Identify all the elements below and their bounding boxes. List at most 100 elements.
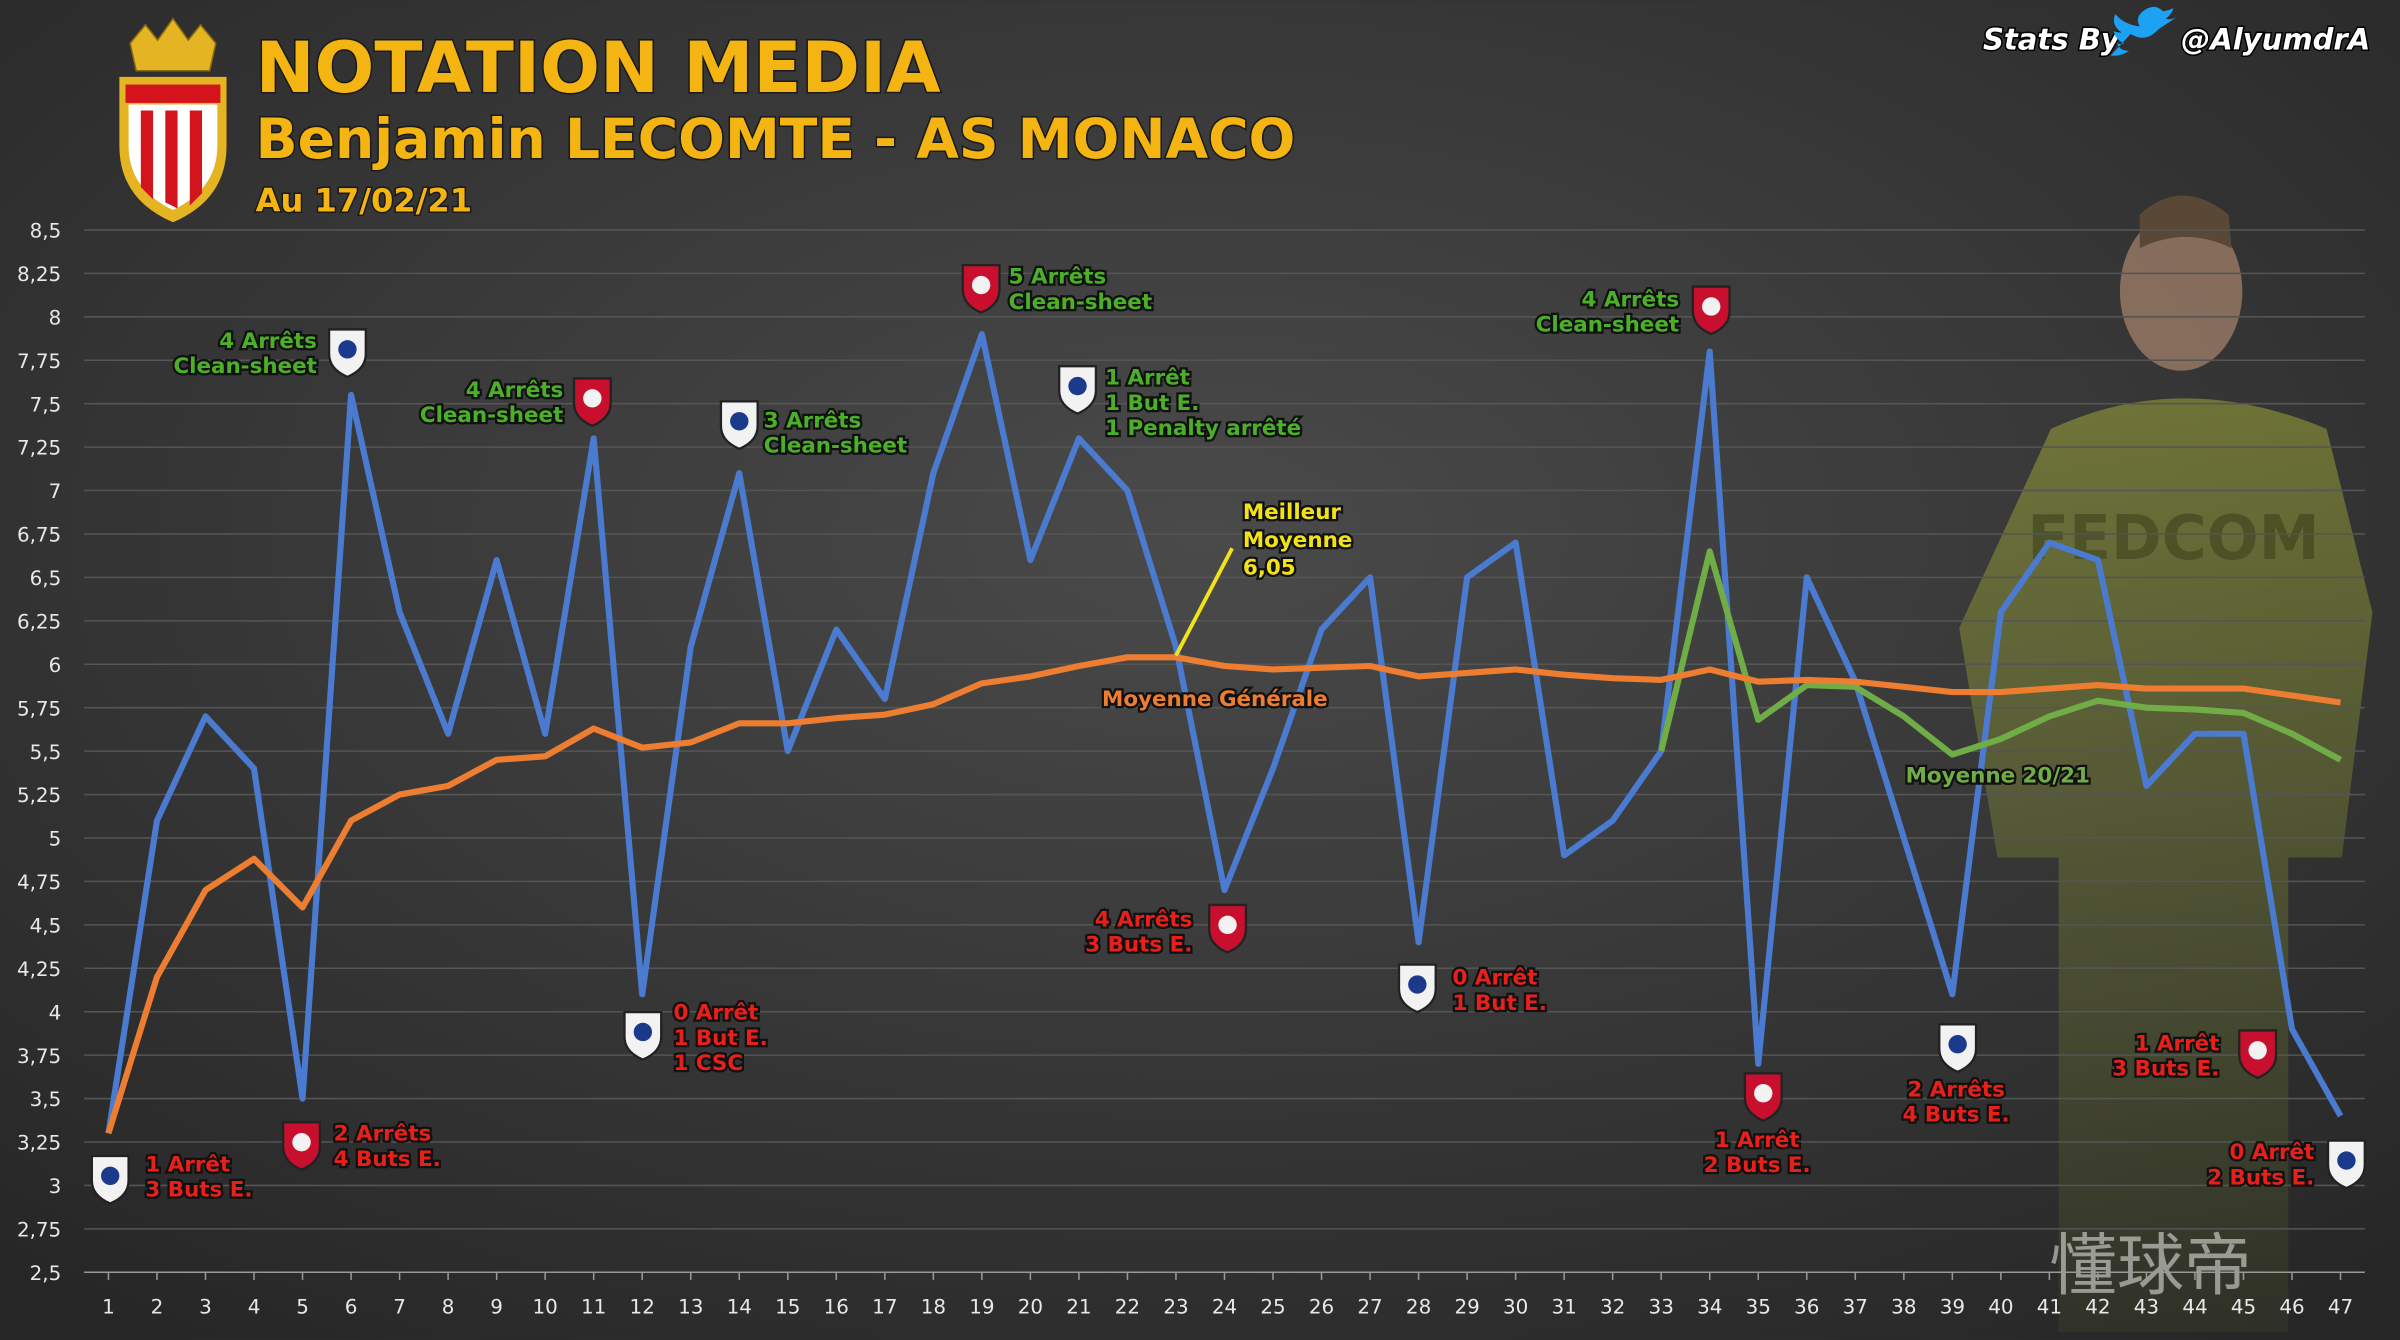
annotation-line: 3 Arrêts <box>764 408 862 433</box>
y-tick-label: 5 <box>49 828 62 851</box>
x-tick-label: 2 <box>151 1296 164 1319</box>
club-badge <box>282 1121 322 1171</box>
x-tick-label: 7 <box>393 1296 406 1319</box>
annotation-line: 4 Arrêts <box>466 378 564 403</box>
y-tick-label: 7,5 <box>30 393 62 416</box>
annotation-line: 4 Arrêts <box>219 329 317 354</box>
y-tick-label: 8,5 <box>30 220 62 243</box>
club-badge-mark <box>1754 1084 1773 1103</box>
club-crest <box>119 17 227 223</box>
annotation-line: 0 Arrêt <box>2230 1140 2315 1165</box>
club-badge <box>327 328 367 379</box>
y-tick-label: 6,5 <box>30 567 62 590</box>
x-tick-label: 42 <box>2085 1296 2110 1319</box>
handle-label: @AlyumdrA <box>2181 22 2370 56</box>
y-tick-label: 7,75 <box>17 350 61 373</box>
annotation-line: 2 Buts E. <box>2207 1165 2314 1190</box>
y-tick-label: 4,5 <box>30 915 62 938</box>
x-tick-label: 18 <box>921 1296 946 1319</box>
x-tick-label: 23 <box>1163 1296 1188 1319</box>
annotation-line: 3 Buts E. <box>2112 1057 2219 1082</box>
x-tick-label: 16 <box>824 1296 849 1319</box>
annotation-line: 4 Arrêts <box>1095 907 1193 932</box>
annotation-line: 1 But E. <box>1105 391 1199 416</box>
x-tick-label: 17 <box>872 1296 897 1319</box>
x-tick-label: 44 <box>2182 1296 2207 1319</box>
x-tick-label: 29 <box>1454 1296 1479 1319</box>
annotation-line: Clean-sheet <box>1009 290 1152 315</box>
club-badge <box>961 264 1001 314</box>
x-tick-label: 13 <box>678 1296 703 1319</box>
club-badge <box>719 400 759 451</box>
x-tick-label: 10 <box>533 1296 558 1319</box>
x-tick-label: 21 <box>1066 1296 1091 1319</box>
y-tick-label: 8,25 <box>17 263 61 286</box>
best-label: 6,05 <box>1243 555 1296 580</box>
x-tick-label: 24 <box>1212 1296 1237 1319</box>
club-badge-mark <box>1948 1035 1967 1054</box>
annotation-line: 1 CSC <box>673 1051 743 1076</box>
club-badge <box>572 377 612 428</box>
series-line <box>1658 548 2342 763</box>
x-tick-label: 22 <box>1115 1296 1140 1319</box>
x-tick-label: 37 <box>1843 1296 1868 1319</box>
club-badge-mark <box>2248 1041 2267 1060</box>
x-tick-label: 12 <box>630 1296 655 1319</box>
club-badge-mark <box>1068 376 1087 396</box>
x-tick-label: 30 <box>1503 1296 1528 1319</box>
y-tick-label: 4,75 <box>17 871 61 894</box>
series-label: Moyenne Générale <box>1102 687 1328 712</box>
x-tick-label: 27 <box>1357 1296 1382 1319</box>
annotation-line: 4 Buts E. <box>334 1147 441 1172</box>
x-tick-label: 19 <box>969 1296 994 1319</box>
annotation-line: 1 But E. <box>1453 991 1547 1016</box>
credit-label: Stats By <box>1983 22 2121 56</box>
y-tick-label: 3 <box>49 1175 62 1198</box>
x-tick-label: 4 <box>248 1296 261 1319</box>
annotation-line: 2 Buts E. <box>1704 1153 1811 1178</box>
club-badge <box>1743 1072 1783 1123</box>
club-badge-mark <box>292 1133 311 1152</box>
watermark: 懂球帝 <box>2050 1226 2252 1305</box>
series-line <box>105 331 2344 1134</box>
x-tick-label: 39 <box>1940 1296 1965 1319</box>
x-tick-label: 9 <box>490 1296 503 1319</box>
annotation-line: 1 But E. <box>673 1026 767 1051</box>
y-tick-label: 7,25 <box>17 437 61 460</box>
y-tick-label: 2,75 <box>17 1219 61 1242</box>
club-badge <box>1691 285 1731 336</box>
y-tick-label: 5,5 <box>30 741 62 764</box>
x-tick-label: 15 <box>775 1296 800 1319</box>
y-tick-label: 6,75 <box>17 524 61 547</box>
y-tick-label: 5,75 <box>17 697 61 720</box>
club-badge-mark <box>2337 1151 2356 1170</box>
x-tick-label: 20 <box>1018 1296 1043 1319</box>
annotation-line: 1 Arrêt <box>2135 1031 2220 1056</box>
x-tick-label: 11 <box>581 1296 606 1319</box>
best-pointer <box>1174 547 1234 657</box>
y-tick-label: 8 <box>49 306 62 329</box>
club-badge-mark <box>633 1022 653 1042</box>
x-tick-label: 14 <box>727 1296 752 1319</box>
annotation-line: 2 Arrêts <box>1907 1077 2005 1102</box>
twitter-icon <box>2110 6 2177 56</box>
x-tick-label: 26 <box>1309 1296 1334 1319</box>
club-badge <box>623 1010 663 1061</box>
x-tick-label: 1 <box>102 1296 115 1319</box>
club-badge-mark <box>1218 915 1237 935</box>
y-tick-label: 3,5 <box>30 1088 62 1111</box>
x-tick-label: 6 <box>345 1296 358 1319</box>
club-badge-mark <box>971 275 991 295</box>
x-tick-label: 32 <box>1600 1296 1625 1319</box>
x-tick-label: 38 <box>1891 1296 1916 1319</box>
best-label: Meilleur <box>1243 500 1342 525</box>
annotation-line: Clean-sheet <box>420 403 563 428</box>
x-tick-label: 45 <box>2231 1296 2256 1319</box>
club-badge <box>1938 1023 1978 1074</box>
annotation-line: 3 Buts E. <box>145 1178 252 1203</box>
y-tick-label: 2,5 <box>30 1262 62 1285</box>
y-tick-label: 6,25 <box>17 610 61 633</box>
y-tick-label: 4,25 <box>17 958 61 981</box>
x-tick-label: 36 <box>1794 1296 1819 1319</box>
annotation-line: 1 Arrêt <box>1105 366 1190 391</box>
